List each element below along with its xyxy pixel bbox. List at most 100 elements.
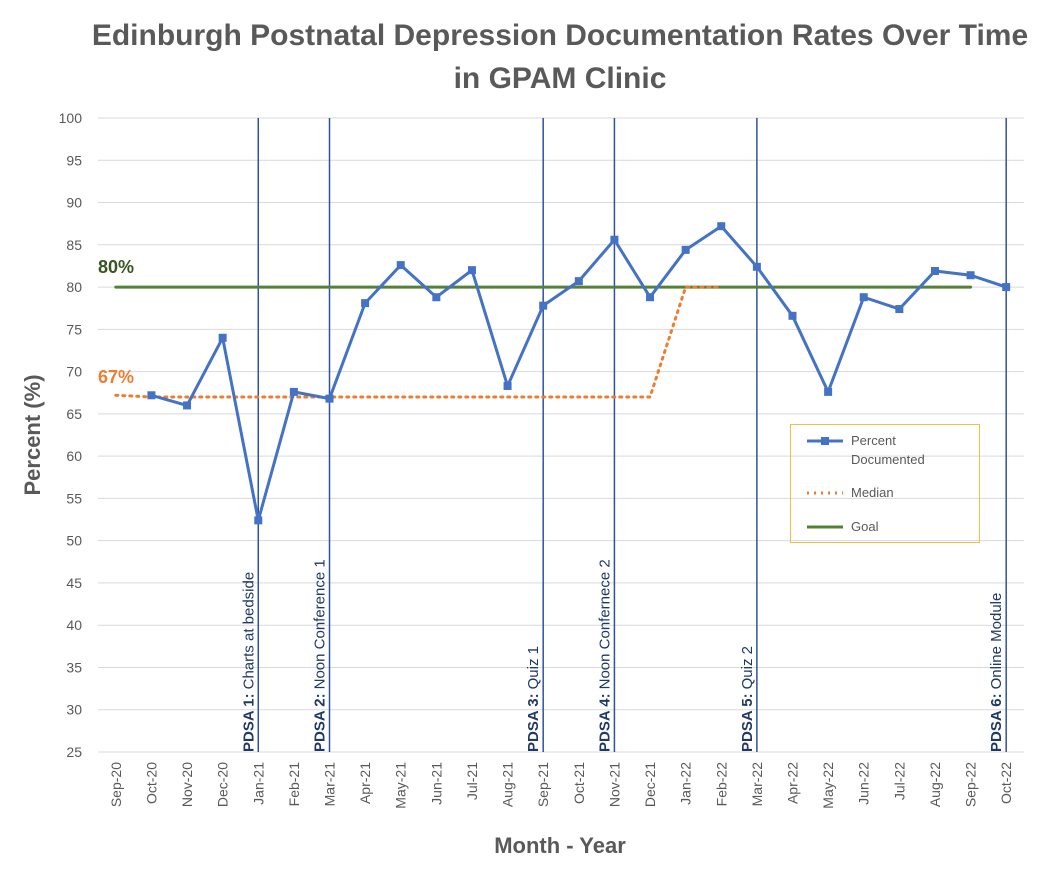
y-tick-label: 90 [66,195,82,211]
series-line [114,285,723,399]
point-marker [859,293,868,302]
point-marker [467,266,476,275]
y-tick-label: 75 [66,321,82,337]
x-axis-title: Month - Year [494,833,626,858]
event-label-text: Charts at bedside [240,572,257,690]
x-tick-label: Jan-21 [250,762,266,805]
event-label-text: Quiz 2 [739,646,756,689]
point-marker [824,387,833,396]
event-label: PDSA 6: Online Module [988,593,1005,752]
x-tick-label: Mar-22 [749,762,765,807]
legend-item: Goal [805,517,979,537]
value-annotation: 67% [98,367,134,387]
legend-swatch [807,437,843,445]
point-marker [503,381,512,390]
event-label-bold: PDSA 3: [525,693,542,752]
event-label-text: Noon Confernece 2 [596,559,613,689]
x-tick-label: Jul-21 [464,762,480,800]
x-tick-label: Mar-21 [322,762,338,807]
y-tick-label: 30 [66,702,82,718]
x-tick-label: Nov-21 [606,762,622,807]
point-marker [966,271,975,280]
event-label-text: Online Module [988,593,1005,690]
chart-title: in GPAM Clinic [454,62,667,95]
legend-label: Goal [851,519,879,534]
x-tick-label: May-22 [820,762,836,809]
point-marker [717,222,726,231]
point-marker [147,391,156,400]
chart-title: Edinburgh Postnatal Depression Documenta… [92,19,1028,52]
y-tick-label: 95 [66,152,82,168]
x-tick-label: May-21 [393,762,409,809]
x-tick-label: Jul-22 [891,762,907,800]
event-label: PDSA 5: Quiz 2 [739,646,756,752]
event-label: PDSA 4: Noon Confernece 2 [596,559,613,752]
x-tick-label: Sep-20 [108,762,124,807]
point-marker [930,267,939,276]
point-marker [325,394,334,403]
y-tick-label: 50 [66,533,82,549]
legend: Percent Documented Median Goal [790,424,980,543]
y-tick-label: 25 [66,744,82,760]
event-label-text: Quiz 1 [525,646,542,689]
x-tick-label: Aug-21 [500,762,516,807]
x-tick-label: Nov-20 [179,762,195,807]
y-tick-label: 45 [66,575,82,591]
point-marker [574,277,583,286]
point-marker [361,299,370,308]
point-marker [183,401,192,410]
y-tick-label: 100 [59,110,83,126]
y-tick-label: 80 [66,279,82,295]
point-marker [218,333,227,342]
event-label-bold: PDSA 6: [988,693,1005,752]
event-label-bold: PDSA 2: [312,693,329,752]
x-tick-label: Feb-22 [713,762,729,807]
x-tick-label: Dec-21 [642,762,658,807]
x-tick-label: Jun-21 [428,762,444,805]
point-marker [396,261,405,270]
legend-swatch [807,491,843,495]
point-marker [788,311,797,320]
event-label: PDSA 1: Charts at bedside [240,572,257,752]
x-tick-label: Dec-20 [215,762,231,807]
point-marker [289,387,298,396]
x-tick-label: Feb-21 [286,762,302,807]
y-tick-label: 55 [66,490,82,506]
x-tick-label: Jun-22 [856,762,872,805]
point-marker [539,301,548,310]
x-tick-label: Apr-22 [785,762,801,804]
point-marker [752,262,761,271]
x-tick-label: Sep-22 [963,762,979,807]
legend-label: Percent Documented [851,433,925,467]
y-tick-label: 85 [66,237,82,253]
event-label: PDSA 2: Noon Conference 1 [312,559,329,752]
x-tick-label: Sep-21 [535,762,551,807]
event-label: PDSA 3: Quiz 1 [525,646,542,752]
event-label-bold: PDSA 4: [596,693,613,752]
legend-item: Percent Documented [805,431,979,469]
x-tick-label: Oct-21 [571,762,587,804]
y-axis-title: Percent (%) [20,374,45,495]
legend-item: Median [805,483,979,503]
event-label-text: Noon Conference 1 [312,559,329,689]
y-tick-label: 65 [66,406,82,422]
x-tick-label: Apr-21 [357,762,373,804]
point-marker [432,293,441,302]
y-tick-label: 60 [66,448,82,464]
event-label-bold: PDSA 1: [240,693,257,752]
point-marker [895,305,904,314]
x-tick-label: Oct-22 [998,762,1014,804]
x-tick-label: Jan-22 [678,762,694,805]
point-marker [254,516,263,525]
y-tick-label: 40 [66,617,82,633]
y-tick-label: 70 [66,364,82,380]
point-marker [1002,283,1011,292]
point-marker [610,235,619,244]
legend-label: Median [851,485,894,500]
value-annotation: 80% [98,257,134,277]
legend-marker [821,437,829,445]
y-tick-label: 35 [66,659,82,675]
event-label-bold: PDSA 5: [739,693,756,752]
